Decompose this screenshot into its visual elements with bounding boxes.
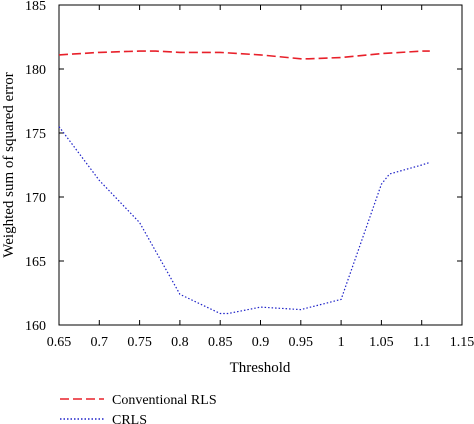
series-line-conventional-rls (58, 50, 430, 60)
y-axis-ticks: 160 165 170 175 180 185 (25, 0, 462, 334)
x-tick-label: 1.05 (369, 335, 394, 350)
x-tick-label: 1.15 (450, 335, 474, 350)
y-tick-label: 165 (25, 255, 46, 270)
x-tick-label: 0.75 (127, 335, 152, 350)
legend-label-conventional-rls: Conventional RLS (112, 393, 217, 408)
x-axis-label: Threshold (230, 360, 291, 376)
x-tick-label: 0.8 (171, 335, 189, 350)
x-tick-label: 1 (338, 335, 345, 350)
x-tick-label: 0.9 (252, 335, 270, 350)
y-tick-label: 175 (25, 127, 46, 142)
y-tick-label: 170 (25, 191, 46, 206)
series-line-crls (58, 126, 430, 315)
legend-label-crls: CRLS (112, 413, 147, 424)
y-tick-label: 160 (25, 319, 46, 334)
y-tick-label: 180 (25, 63, 46, 78)
x-tick-label: 0.65 (47, 335, 72, 350)
y-tick-label: 185 (25, 0, 46, 14)
x-tick-label: 0.95 (289, 335, 314, 350)
y-axis-label: Weighted sum of squared error (1, 72, 17, 257)
x-tick-label: 0.85 (208, 335, 233, 350)
series-lines (58, 50, 430, 315)
x-tick-label: 1.1 (413, 335, 431, 350)
x-tick-label: 0.7 (91, 335, 109, 350)
x-axis-ticks: 0.65 0.7 0.75 0.8 0.85 0.9 0.95 1 1.05 1.1 1.15 (47, 5, 474, 350)
legend: Conventional RLS CRLS (60, 393, 217, 424)
